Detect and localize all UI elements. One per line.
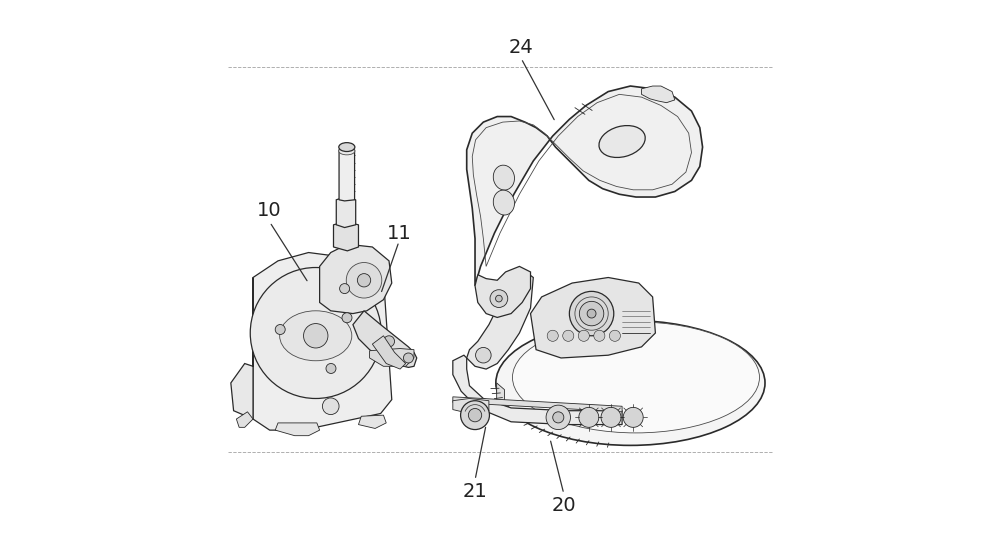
Circle shape [547, 330, 558, 341]
Circle shape [346, 263, 382, 298]
Circle shape [490, 290, 508, 307]
Polygon shape [531, 278, 655, 358]
Polygon shape [467, 269, 533, 369]
Polygon shape [236, 412, 253, 427]
Circle shape [476, 347, 491, 363]
Text: 11: 11 [387, 224, 411, 243]
Circle shape [326, 364, 336, 374]
Ellipse shape [493, 190, 514, 215]
Polygon shape [231, 278, 253, 419]
Polygon shape [334, 222, 358, 251]
Circle shape [609, 330, 620, 341]
Polygon shape [275, 423, 320, 436]
Circle shape [594, 330, 605, 341]
Circle shape [357, 274, 371, 287]
Ellipse shape [493, 165, 514, 190]
Polygon shape [475, 266, 531, 317]
Polygon shape [453, 397, 622, 412]
Polygon shape [642, 86, 675, 103]
Ellipse shape [599, 125, 645, 158]
Polygon shape [453, 355, 622, 425]
Circle shape [546, 405, 570, 430]
Circle shape [342, 313, 352, 323]
Circle shape [563, 330, 574, 341]
Polygon shape [370, 349, 414, 366]
Circle shape [578, 330, 589, 341]
Ellipse shape [280, 311, 352, 361]
Polygon shape [497, 383, 504, 406]
Circle shape [468, 408, 482, 422]
Ellipse shape [339, 143, 355, 152]
Circle shape [383, 336, 395, 347]
Circle shape [461, 401, 489, 430]
Polygon shape [353, 311, 417, 367]
Circle shape [496, 295, 502, 302]
Text: 10: 10 [257, 201, 282, 220]
Circle shape [304, 324, 328, 348]
Ellipse shape [339, 147, 355, 155]
Polygon shape [336, 197, 356, 228]
Ellipse shape [496, 320, 765, 445]
Circle shape [601, 407, 621, 427]
Circle shape [587, 309, 596, 318]
Polygon shape [339, 147, 355, 201]
Circle shape [322, 398, 339, 415]
Circle shape [403, 353, 413, 363]
Text: 24: 24 [509, 38, 533, 57]
Circle shape [569, 291, 614, 336]
Text: 20: 20 [552, 496, 576, 514]
Text: 21: 21 [463, 482, 487, 501]
Polygon shape [453, 398, 489, 413]
Circle shape [250, 268, 381, 398]
Polygon shape [358, 415, 386, 428]
Circle shape [275, 325, 285, 335]
Circle shape [579, 301, 604, 326]
Ellipse shape [512, 322, 759, 433]
Polygon shape [320, 244, 392, 314]
Circle shape [579, 407, 599, 427]
Polygon shape [372, 336, 406, 369]
Circle shape [623, 407, 643, 427]
Circle shape [340, 284, 350, 294]
Polygon shape [467, 86, 703, 286]
Circle shape [553, 412, 564, 423]
Polygon shape [253, 253, 392, 430]
